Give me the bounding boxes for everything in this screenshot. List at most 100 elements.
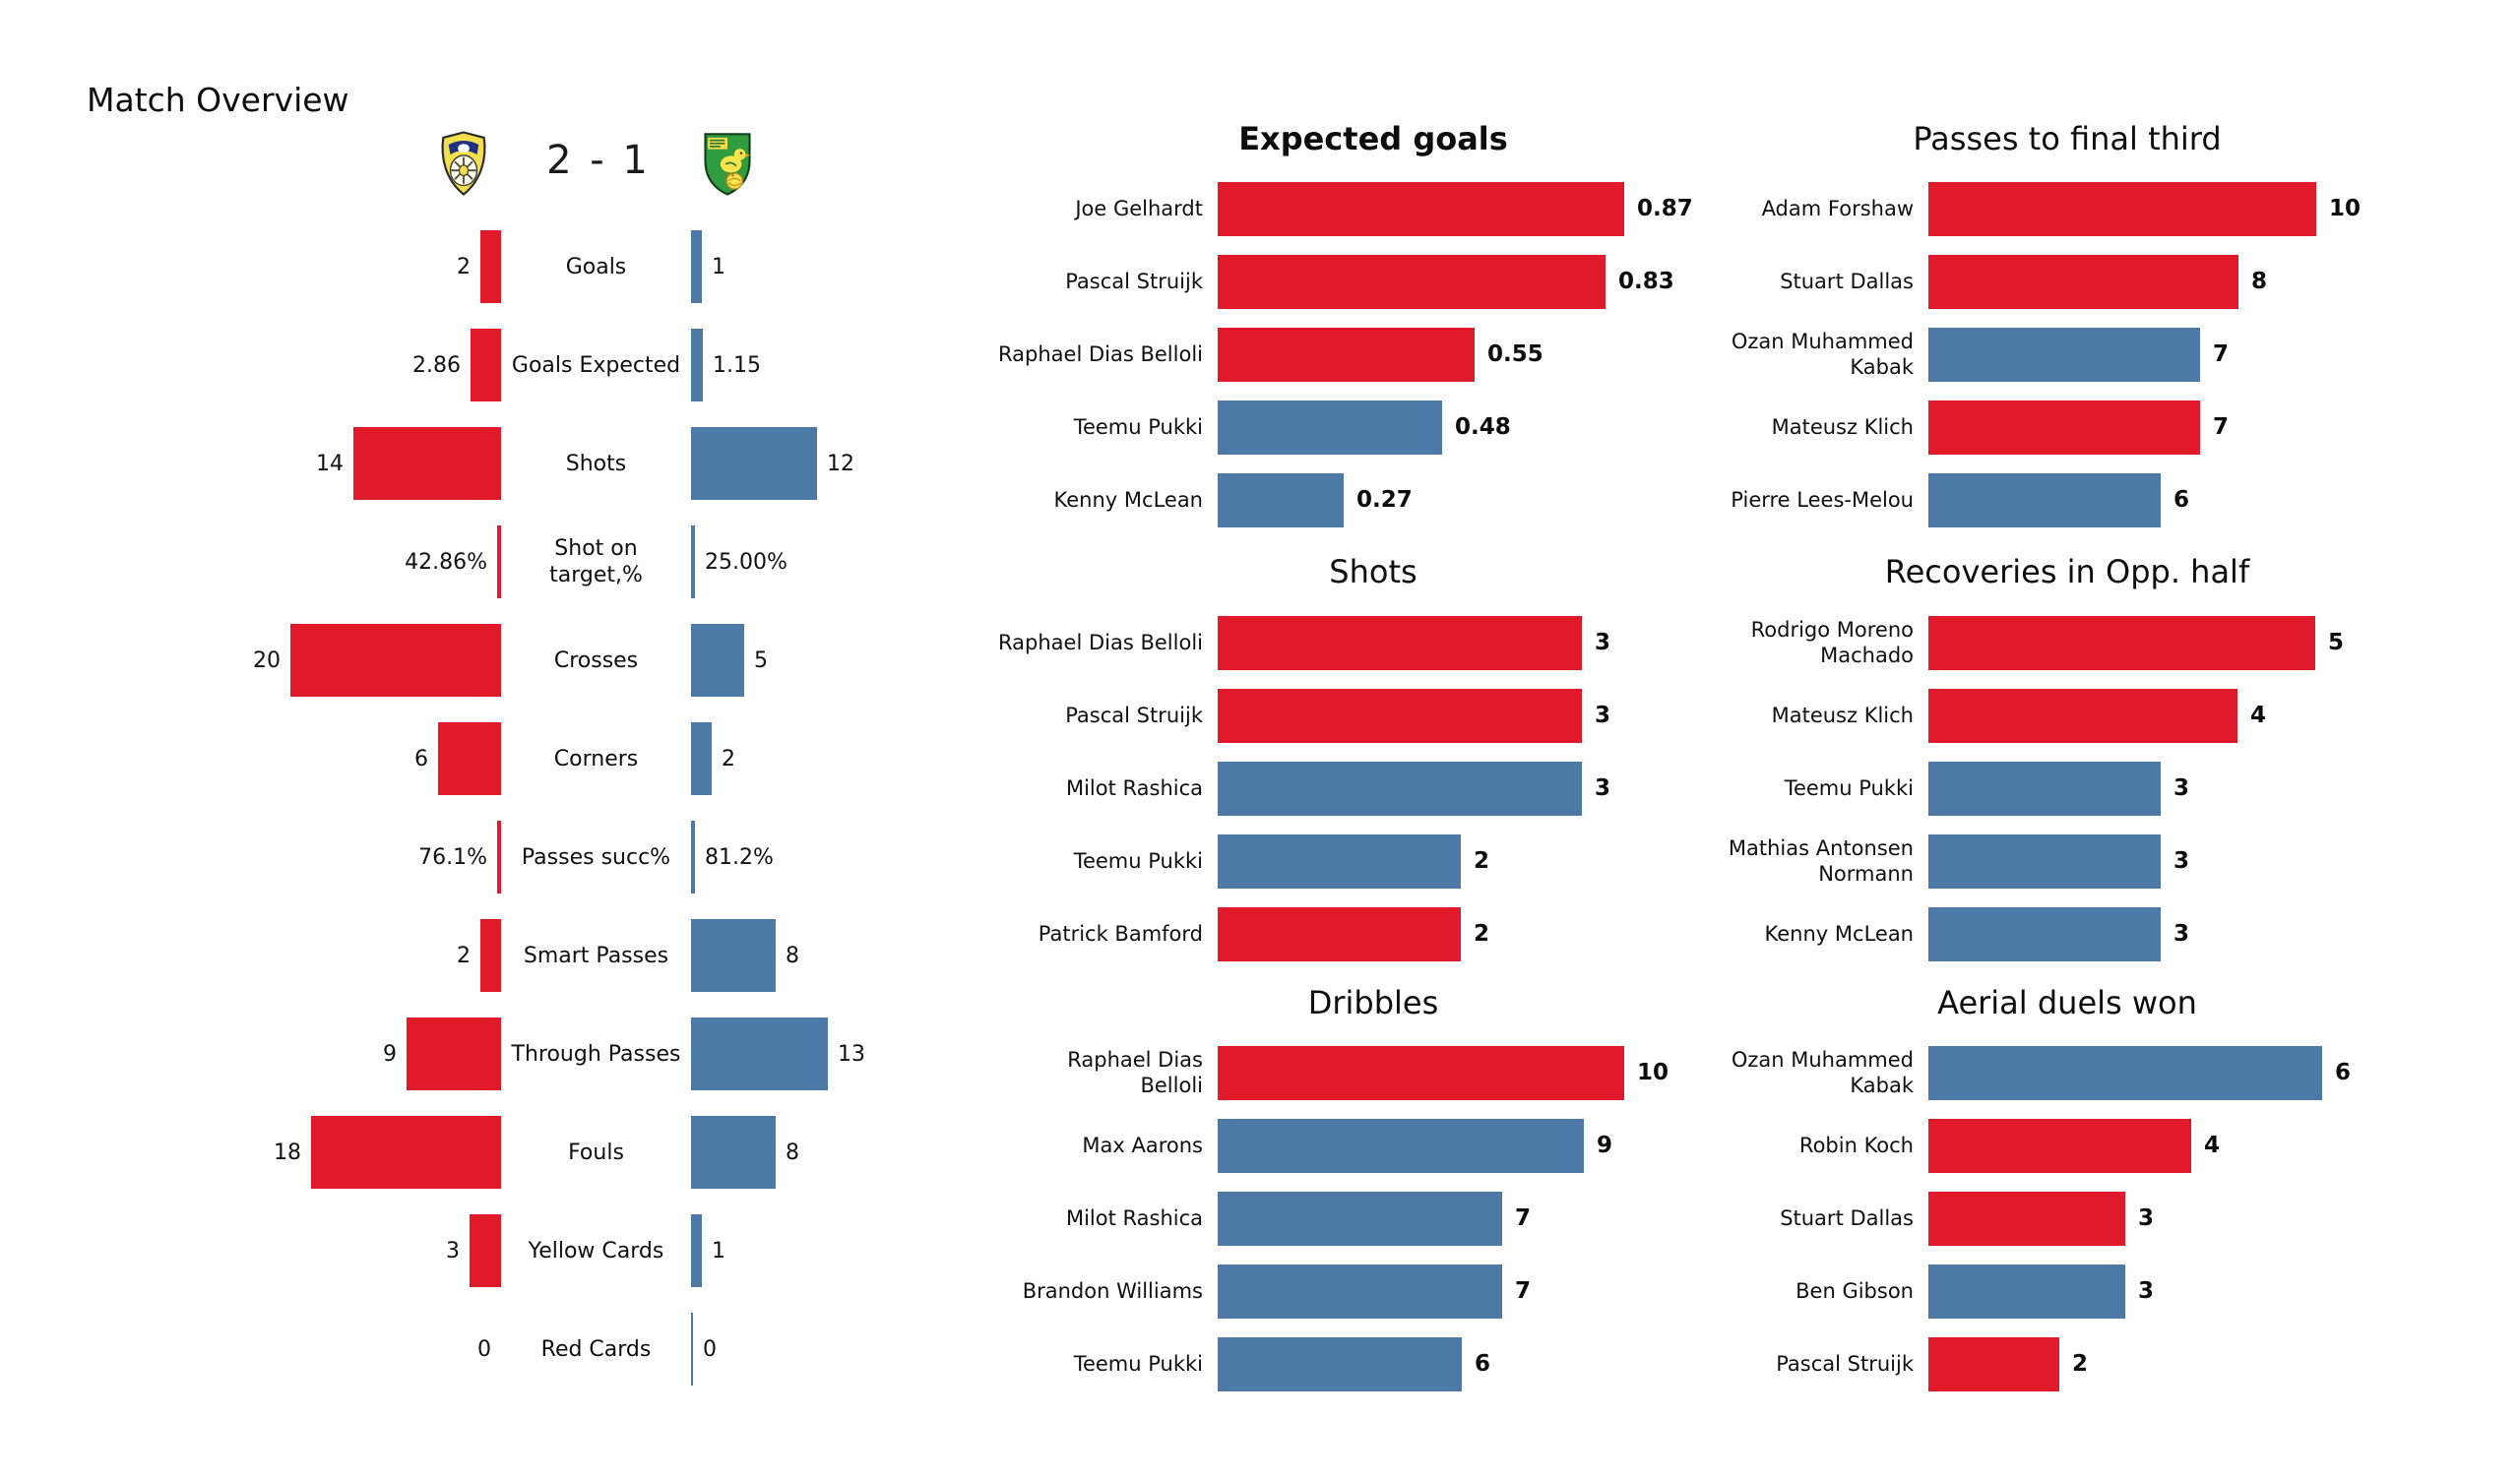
stat-label: Through Passes xyxy=(511,1041,681,1067)
player-label: Mathias Antonsen Normann xyxy=(1728,836,1914,886)
home-stat-bar xyxy=(480,919,501,992)
bar-value: 6 xyxy=(2174,487,2190,513)
player-label: Joe Gelhardt xyxy=(1075,197,1203,220)
bar xyxy=(1928,688,2237,743)
home-stat-bar xyxy=(438,722,501,795)
page-title: Match Overview xyxy=(87,81,349,119)
stat-row-passes-succ: 76.1% Passes succ% 81.2% xyxy=(167,808,935,906)
player-label: Rodrigo Moreno Machado xyxy=(1750,618,1914,667)
away-stat-value: 1 xyxy=(712,1238,725,1264)
home-stat-value: 3 xyxy=(446,1238,460,1264)
chart-bar-row: Mathias Antonsen Normann 3 xyxy=(1673,825,2189,897)
home-stat-value: 2 xyxy=(457,943,471,968)
chart-bar-row: Mateusz Klich 4 xyxy=(1673,679,2266,752)
chart-bar-row: Pascal Struijk 0.83 xyxy=(975,245,1674,318)
player-label: Pascal Struijk xyxy=(1065,704,1203,727)
stat-row-fouls: 18 Fouls 8 xyxy=(167,1103,935,1202)
stat-row-goals: 2 Goals 1 xyxy=(167,217,935,316)
chart-bar-row: Pierre Lees-Melou 6 xyxy=(1673,463,2189,536)
stat-row-yellow-cards: 3 Yellow Cards 1 xyxy=(167,1202,935,1300)
bar-value: 3 xyxy=(1595,703,1611,728)
chart-bar-row: Raphael Dias Belloli 3 xyxy=(975,606,1610,679)
bar-value: 6 xyxy=(2335,1060,2352,1085)
home-stat-value: 76.1% xyxy=(418,844,487,870)
stat-label: Red Cards xyxy=(540,1336,652,1362)
bar-value: 7 xyxy=(2213,341,2230,367)
bar xyxy=(1928,906,2161,961)
home-stat-value: 2 xyxy=(457,254,471,279)
stat-row-shot-on-target: 42.86% Shot on target,% 25.00% xyxy=(167,513,935,611)
away-stat-bar xyxy=(691,427,817,500)
stat-row-through-passes: 9 Through Passes 13 xyxy=(167,1005,935,1103)
norwich-city-badge-icon xyxy=(704,133,751,196)
stat-label: Shot on target,% xyxy=(549,536,643,587)
bar xyxy=(1218,1045,1624,1100)
bar xyxy=(1218,906,1461,961)
bar xyxy=(1928,254,2238,309)
home-stat-bar xyxy=(353,427,501,500)
player-label: Ozan Muhammed Kabak xyxy=(1731,1048,1914,1097)
bar-value: 7 xyxy=(1515,1278,1532,1304)
player-label: Milot Rashica xyxy=(1065,1206,1203,1230)
player-label: Robin Koch xyxy=(1798,1134,1914,1157)
bar-value: 2 xyxy=(1474,921,1490,947)
bar-value: 8 xyxy=(2251,269,2268,294)
chart-bar-row: Rodrigo Moreno Machado 5 xyxy=(1673,606,2344,679)
bar-value: 2 xyxy=(2072,1351,2089,1377)
bar xyxy=(1218,761,1582,816)
bar-value: 0.87 xyxy=(1637,196,1693,221)
bar xyxy=(1218,833,1461,889)
bar xyxy=(1218,615,1582,670)
away-stat-value: 0 xyxy=(703,1336,717,1362)
bar-value: 9 xyxy=(1597,1133,1613,1158)
bar-value: 7 xyxy=(1515,1205,1532,1231)
away-stat-value: 25.00% xyxy=(705,549,788,575)
player-label: Teemu Pukki xyxy=(1784,776,1914,800)
bar xyxy=(1928,181,2316,236)
away-stat-value: 81.2% xyxy=(705,844,774,870)
home-stat-bar xyxy=(290,624,501,697)
bar-value: 3 xyxy=(2174,775,2190,801)
away-stat-bar xyxy=(691,525,695,598)
home-stat-value: 0 xyxy=(477,1336,491,1362)
leeds-united-badge-icon xyxy=(441,131,486,196)
chart-bar-row: Pascal Struijk 2 xyxy=(1673,1327,2088,1400)
chart-bar-row: Ben Gibson 3 xyxy=(1673,1255,2154,1327)
player-label: Milot Rashica xyxy=(1065,776,1203,800)
chart-bar-row: Stuart Dallas 8 xyxy=(1673,245,2267,318)
home-stat-bar xyxy=(497,525,501,598)
bar xyxy=(1928,1045,2322,1100)
stat-label: Corners xyxy=(553,746,639,771)
chart-bar-row: Milot Rashica 7 xyxy=(975,1182,1531,1255)
stat-label: Passes succ% xyxy=(521,844,671,870)
stat-label: Fouls xyxy=(568,1140,624,1165)
bar-value: 3 xyxy=(2138,1205,2155,1231)
away-stat-value: 8 xyxy=(786,1140,799,1165)
player-label: Raphael Dias Belloli xyxy=(1067,1048,1203,1097)
player-label: Brandon Williams xyxy=(1022,1279,1203,1303)
player-label: Pascal Struijk xyxy=(1776,1352,1914,1376)
away-stat-bar xyxy=(691,1018,828,1090)
chart-bar-row: Robin Koch 4 xyxy=(1673,1109,2220,1182)
chart-bar-row: Teemu Pukki 0.48 xyxy=(975,391,1511,463)
bar-value: 0.83 xyxy=(1618,269,1674,294)
chart-title-dribbles: Dribbles xyxy=(1307,984,1439,1021)
home-stat-value: 42.86% xyxy=(405,549,487,575)
stat-row-corners: 6 Corners 2 xyxy=(167,709,935,808)
stat-label: Goals xyxy=(565,254,627,279)
home-stat-value: 14 xyxy=(316,451,344,476)
player-label: Kenny McLean xyxy=(1764,922,1914,946)
bar xyxy=(1928,1336,2059,1391)
bar-value: 3 xyxy=(2138,1278,2155,1304)
player-label: Pierre Lees-Melou xyxy=(1731,488,1914,512)
away-stat-bar xyxy=(691,1313,693,1386)
bar xyxy=(1218,1336,1462,1391)
bar-value: 10 xyxy=(1637,1060,1670,1085)
stat-row-goals-expected: 2.86 Goals Expected 1.15 xyxy=(167,316,935,414)
away-stat-bar xyxy=(691,1116,776,1189)
chart-title-aerial-duels: Aerial duels won xyxy=(1937,984,2197,1021)
bar xyxy=(1218,688,1582,743)
chart-bar-row: Kenny McLean 0.27 xyxy=(975,463,1413,536)
chart-bar-row: Stuart Dallas 3 xyxy=(1673,1182,2154,1255)
